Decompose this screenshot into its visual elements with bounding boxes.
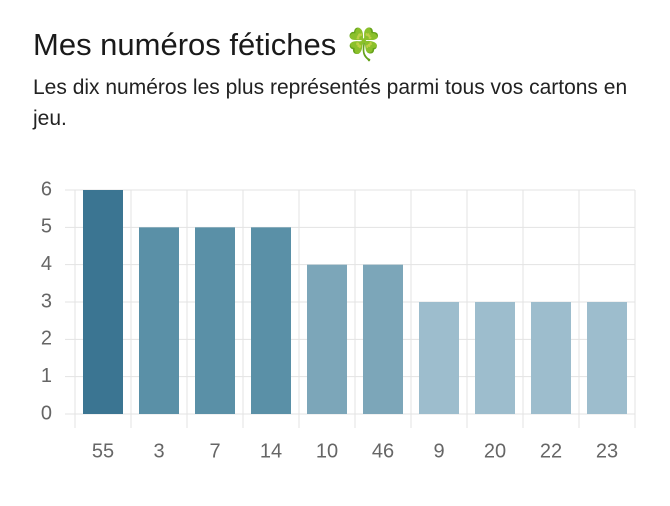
- x-tick-label: 20: [484, 440, 506, 462]
- x-tick-label: 9: [433, 440, 444, 462]
- x-tick-label: 3: [153, 440, 164, 462]
- bar: [251, 227, 291, 414]
- x-tick-label: 55: [92, 440, 114, 462]
- x-tick-label: 46: [372, 440, 394, 462]
- bar: [139, 227, 179, 414]
- x-tick-label: 7: [209, 440, 220, 462]
- x-tick-label: 23: [596, 440, 618, 462]
- bar: [83, 190, 123, 414]
- y-tick-label: 1: [41, 365, 52, 387]
- bar: [587, 302, 627, 414]
- bar: [475, 302, 515, 414]
- bar: [419, 302, 459, 414]
- x-tick-label: 10: [316, 440, 338, 462]
- y-tick-label: 4: [41, 253, 52, 275]
- y-tick-label: 2: [41, 328, 52, 350]
- y-tick-label: 0: [41, 402, 52, 424]
- x-tick-label: 14: [260, 440, 282, 462]
- chart-subtitle: Les dix numéros les plus représentés par…: [33, 76, 628, 130]
- x-tick-label: 22: [540, 440, 562, 462]
- bar: [363, 264, 403, 414]
- y-tick-label: 6: [41, 178, 52, 200]
- y-tick-label: 5: [41, 216, 52, 238]
- chart-title: Mes numéros fétiches 🍀: [33, 27, 384, 62]
- bar: [531, 302, 571, 414]
- bar: [195, 227, 235, 414]
- y-tick-label: 3: [41, 290, 52, 312]
- bar: [307, 264, 347, 414]
